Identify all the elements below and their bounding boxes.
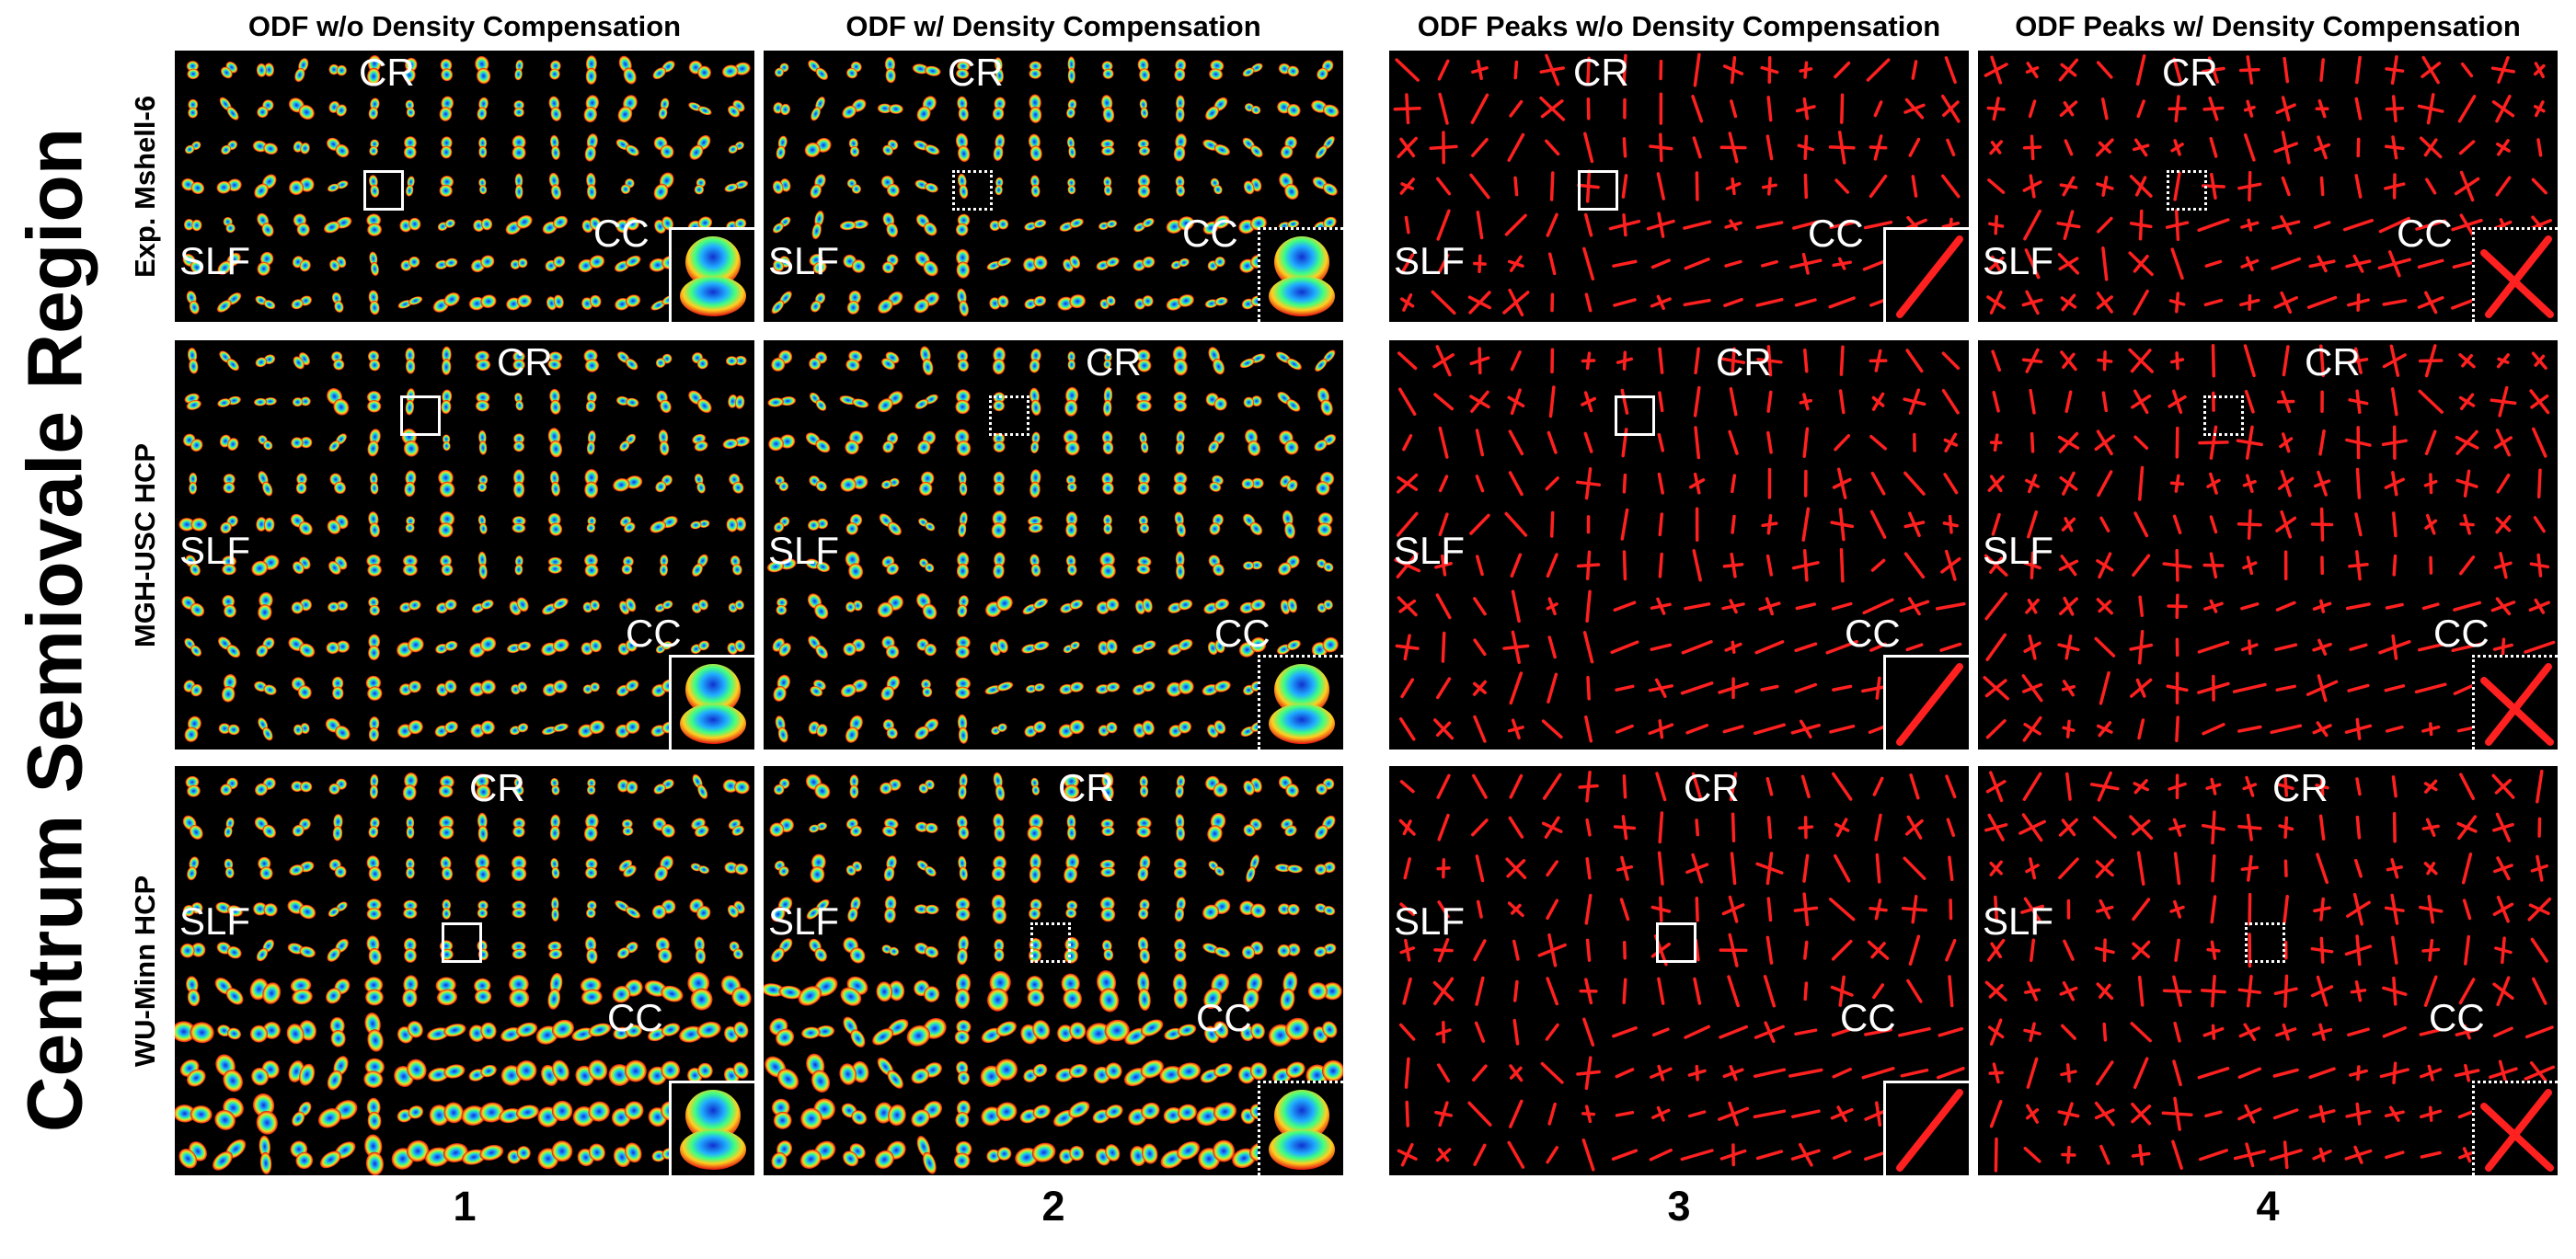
region-label-slf: SLF [768,239,840,282]
zoom-inset [1258,227,1343,322]
odf-glyph-field [766,346,1339,744]
zoom-inset [1883,1081,1969,1175]
column-number-4: 4 [2256,1183,2280,1230]
region-label-cc: CC [2429,996,2485,1039]
panel-row2-col3: CR SLF CC [1389,340,1969,750]
zoom-inset [669,1081,754,1175]
region-label-cr: CR [1573,51,1629,94]
roi-box [952,170,993,211]
region-label-slf: SLF [768,899,840,943]
region-label-slf: SLF [179,239,251,282]
roi-box [2245,922,2285,963]
odf-glyph-field [764,772,1343,1174]
figure-main-title: Centrum Semiovale Region [11,127,98,1132]
zoom-inset [1883,227,1969,322]
region-label-slf: SLF [1394,239,1466,282]
odf-glyph-field [175,773,754,1175]
region-label-cc: CC [607,996,663,1039]
region-label-cc: CC [2397,212,2453,255]
odf-peak-field [1397,770,1965,1172]
zoom-inset [2472,655,2558,750]
region-label-cr: CR [948,51,1004,94]
region-label-slf: SLF [768,529,840,572]
odf-peak-field [1394,345,1966,743]
region-label-cr: CR [1086,340,1142,383]
zoom-inset [669,227,754,322]
region-label-slf: SLF [1394,899,1466,943]
zoom-inset [2472,227,2558,322]
panel-row1-col2: CR SLF CC [764,51,1343,322]
region-label-cc: CC [1214,612,1271,655]
region-label-cc: CC [1196,996,1252,1039]
panel-row2-col1: CR SLF CC [175,340,754,750]
region-label-cc: CC [1808,212,1864,255]
region-label-slf: SLF [1983,899,2054,943]
zoom-inset [1258,1081,1343,1175]
region-label-cr: CR [2272,766,2329,809]
region-label-cr: CR [1684,766,1740,809]
odf-glyph-field [178,346,750,742]
roi-box [400,395,441,436]
row-label-1: Exp. Mshell-6 [129,95,161,278]
row-label-2: MGH-USC HCP [129,442,161,647]
row-label-3: WU-Minn HCP [129,875,161,1067]
region-label-slf: SLF [1983,239,2054,282]
panel-row1-col1: CR SLF CC [175,51,754,322]
region-label-slf: SLF [179,899,251,943]
odf-glyph-field [181,55,751,315]
odf-glyph-field [771,56,1340,317]
odf-peak-field [1983,344,2556,743]
panel-row1-col3: CR SLF CC [1389,51,1969,322]
panel-row2-col2: CR SLF CC [764,340,1343,750]
odf-peak-field [1393,52,1968,317]
panel-row3-col4: CR SLF CC [1978,766,2558,1175]
roi-box [363,170,404,211]
column-number-2: 2 [1041,1183,1065,1230]
panel-row1-col4: CR SLF CC [1978,51,2558,322]
region-label-cr: CR [1058,766,1114,809]
panel-row3-col3: CR SLF CC [1389,766,1969,1175]
region-label-cc: CC [1845,612,1901,655]
roi-box [2203,395,2244,436]
region-label-cc: CC [593,212,650,255]
region-label-cr: CR [2305,340,2361,383]
region-label-slf: SLF [1983,529,2054,572]
column-number-3: 3 [1667,1183,1691,1230]
region-label-slf: SLF [179,529,251,572]
zoom-inset [1883,655,1969,750]
column-title-3: ODF Peaks w/o Density Compensation [1417,10,1941,42]
region-label-cr: CR [2162,51,2218,94]
roi-box [2167,170,2207,211]
column-title-1: ODF w/o Density Compensation [247,10,682,42]
region-label-cc: CC [1840,996,1896,1039]
zoom-inset [669,655,754,750]
region-label-cr: CR [497,340,553,383]
region-label-cc: CC [1182,212,1238,255]
roi-box [989,395,1029,436]
region-label-cr: CR [469,766,525,809]
zoom-inset [2472,1081,2558,1175]
region-label-cc: CC [626,612,682,655]
roi-box [1030,922,1071,963]
roi-box [1615,395,1655,436]
panel-row3-col2: CR SLF CC [764,766,1343,1175]
odf-peak-field [1984,769,2556,1173]
column-title-2: ODF w/ Density Compensation [845,10,1261,42]
zoom-inset [1258,655,1343,750]
roi-box [1578,170,1618,211]
column-number-1: 1 [453,1183,477,1230]
panel-row3-col1: CR SLF CC [175,766,754,1175]
roi-box [442,922,482,963]
region-label-slf: SLF [1394,529,1466,572]
roi-box [1656,922,1696,963]
column-title-4: ODF Peaks w/ Density Compensation [2015,10,2521,42]
region-label-cr: CR [359,51,415,94]
panel-row2-col4: CR SLF CC [1978,340,2558,750]
region-label-cc: CC [2433,612,2490,655]
odf-peak-field [1984,54,2557,316]
region-label-cr: CR [1716,340,1772,383]
